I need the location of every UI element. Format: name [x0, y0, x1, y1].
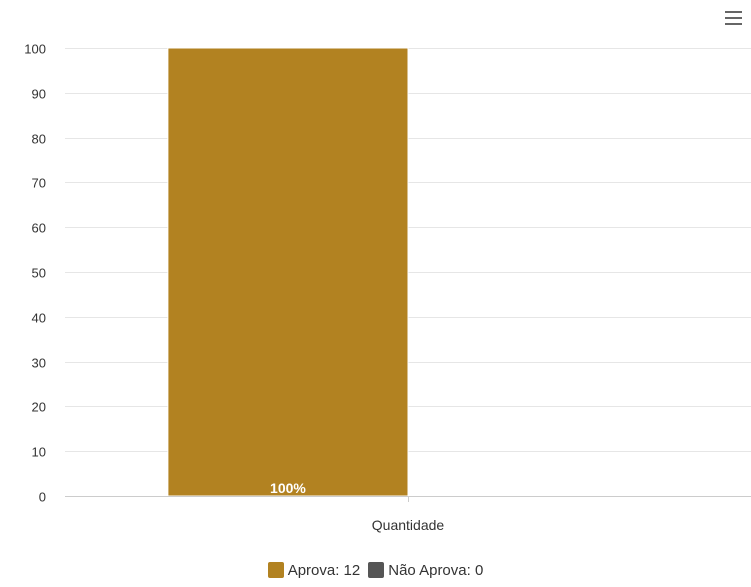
bars: 100%	[167, 47, 409, 497]
y-tick-label: 30	[32, 356, 46, 371]
y-axis-ticks: 0 10 20 30 40 50 60 70 80 90 100	[24, 42, 46, 505]
y-tick-label: 20	[32, 400, 46, 415]
chart-menu-button[interactable]	[723, 8, 745, 28]
y-tick-label: 80	[32, 132, 46, 147]
hamburger-menu-icon-line	[725, 17, 742, 19]
y-tick-label: 40	[32, 311, 46, 326]
legend: Aprova: 12 Não Aprova: 0	[0, 560, 751, 580]
bar-aprova[interactable]	[167, 47, 409, 497]
legend-item-nao-aprova[interactable]: Não Aprova: 0	[368, 562, 483, 579]
y-tick-label: 50	[32, 266, 46, 281]
legend-swatch-aprova	[267, 562, 284, 578]
legend-item-aprova[interactable]: Aprova: 12	[267, 561, 361, 579]
hamburger-menu-icon	[725, 11, 742, 13]
y-tick-label: 70	[32, 176, 46, 191]
y-tick-label: 0	[39, 490, 46, 505]
x-axis: Quantidade	[65, 496, 751, 533]
hamburger-menu-icon-line	[725, 23, 742, 25]
y-tick-label: 60	[32, 221, 46, 236]
legend-label-nao-aprova: Não Aprova: 0	[388, 561, 484, 579]
y-tick-label: 90	[32, 87, 46, 102]
y-tick-label: 10	[32, 445, 46, 460]
x-category-label: Quantidade	[372, 517, 445, 533]
y-tick-label: 100	[24, 42, 46, 57]
legend-label-aprova: Aprova: 12	[287, 561, 361, 579]
legend-swatch-nao-aprova	[368, 562, 385, 578]
bar-data-label: 100%	[270, 480, 306, 496]
